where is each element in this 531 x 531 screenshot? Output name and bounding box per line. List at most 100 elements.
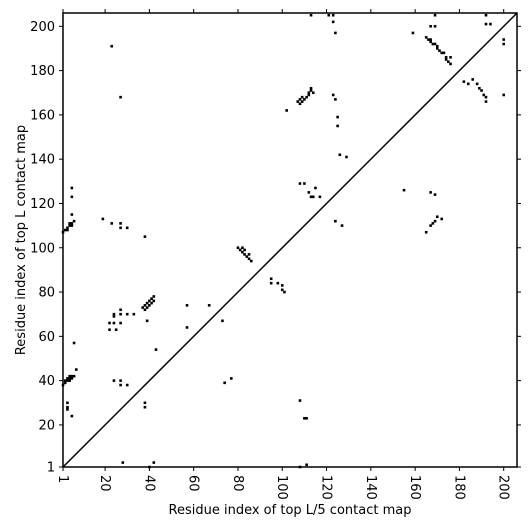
contact-point [119,226,122,230]
contact-point [334,219,337,223]
contact-point [112,321,116,325]
contact-point [66,377,69,380]
x-tick-label: 20 [97,475,112,492]
contact-point [309,195,313,199]
contact-point [433,42,437,46]
contact-point [68,379,71,382]
contact-point [70,414,74,418]
contact-point [185,304,189,307]
y-tick-label: 180 [30,64,55,79]
contact-point [132,312,136,316]
contact-point [63,228,67,232]
contact-point [150,301,153,305]
contact-point [108,321,111,325]
x-tick-label: 80 [230,475,245,492]
contact-point [447,60,450,64]
contact-point [309,89,313,92]
contact-point [336,124,339,128]
diagonal-line [62,12,518,468]
contact-point [305,95,308,99]
contact-point [121,461,125,464]
contact-point [223,381,226,385]
contact-point [283,290,286,294]
contact-point [311,195,315,199]
contact-point [145,301,149,305]
y-tick-label: 40 [38,374,55,389]
x-tick-label: 40 [141,475,156,492]
contact-point [247,257,251,261]
contact-point [303,98,306,101]
contact-point [433,13,437,17]
contact-point [68,377,71,380]
contact-point [185,326,189,329]
contact-point [236,246,240,250]
contact-point [112,315,116,318]
contact-point [221,319,224,323]
contact-point [112,312,116,316]
contact-point [110,222,114,225]
contact-point [249,259,253,263]
contact-point [449,55,452,59]
contact-point [318,195,322,199]
y-tick-label: 80 [38,286,55,301]
contact-point [280,288,284,292]
contact-point [435,44,439,48]
contact-point [296,100,300,103]
x-tick-label: 140 [363,475,378,500]
contact-point [66,379,69,382]
contact-point [345,155,348,159]
contact-point [440,217,444,221]
x-axis-label: Residue index of top L/5 contact map [169,503,412,518]
contact-point [148,304,151,307]
y-tick-label: 60 [38,330,55,345]
contact-point [110,44,114,48]
contact-point [238,248,242,252]
contact-point [466,82,470,86]
contact-point [484,95,488,99]
contact-point [143,308,147,312]
contact-point [280,284,284,287]
contact-point [152,295,156,298]
contact-point [152,461,156,464]
contact-point [433,193,437,196]
y-axis-label: Residue index of top L contact map [14,125,29,355]
contact-point [70,195,74,199]
contact-point [125,312,129,316]
contact-point [431,222,435,225]
contact-point [230,377,233,380]
y-tick-label: 20 [38,418,55,433]
contact-point [442,51,446,55]
contact-point [300,100,304,103]
contact-point [119,222,122,225]
contact-point [462,80,466,83]
contact-point [298,98,302,101]
x-tick-label: 100 [274,475,289,500]
contact-point [309,13,313,17]
contact-point [340,224,344,227]
contact-point [63,381,67,385]
contact-point [143,401,147,405]
contact-point [119,95,122,99]
contact-point [402,188,406,192]
contact-point [311,91,315,95]
y-tick-label: 200 [30,20,55,35]
contact-point [68,222,71,225]
contact-point [241,246,244,250]
contact-point [427,38,430,41]
contact-point [444,55,448,59]
contact-point [241,250,244,254]
contact-point [148,299,151,303]
contact-point [478,86,481,90]
contact-point [66,228,69,232]
contact-point [334,98,337,101]
contact-point [145,306,149,309]
contact-point [431,42,435,46]
contact-point [305,416,308,420]
contact-point [307,93,311,97]
contact-point [303,416,306,420]
contact-point [70,377,74,380]
y-tick-label: 1 [47,461,55,476]
contact-point [72,341,76,345]
x-tick-label: 160 [407,475,422,500]
contact-point [70,224,74,227]
